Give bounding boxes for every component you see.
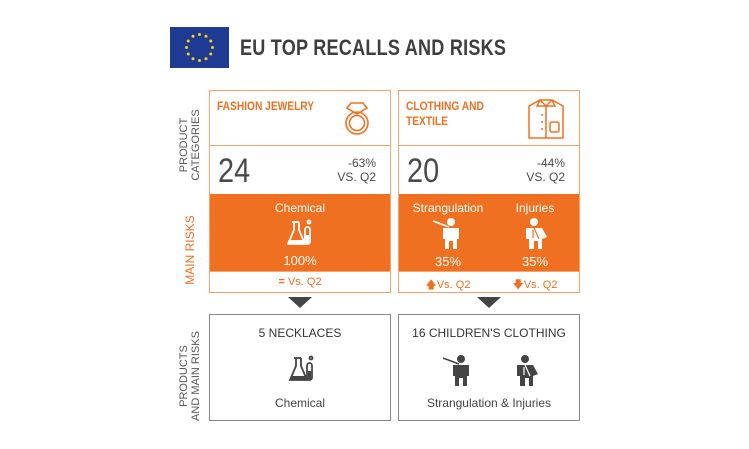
trend-label: Vs. Q2 bbox=[436, 279, 471, 291]
arrow-down-icon: 🡇 bbox=[512, 279, 524, 291]
down-triangle-icon bbox=[477, 297, 501, 308]
trend-item: 🡅Vs. Q2 bbox=[403, 276, 493, 295]
change-pct: -63% bbox=[347, 156, 376, 170]
category-clothing-textile: CLOTHING AND TEXTILE 20 -44% VS. Q2 Stran… bbox=[398, 90, 580, 293]
shirt-icon bbox=[528, 99, 564, 139]
trend-item: = Vs. Q2 bbox=[210, 276, 390, 288]
side-label-line: CATEGORIES bbox=[190, 109, 202, 181]
star-icon bbox=[198, 33, 201, 36]
side-label-products-risks: PRODUCTS AND MAIN RISKS bbox=[178, 326, 202, 426]
side-label-main-risks: MAIN RISKS bbox=[183, 215, 197, 285]
star-icon bbox=[209, 39, 213, 43]
risk-label: Chemical bbox=[274, 201, 325, 215]
star-icon bbox=[185, 46, 188, 49]
risk-item: Chemical 100% bbox=[210, 194, 390, 268]
injured-person-icon bbox=[517, 355, 538, 386]
risk-item: Strangulation 35% bbox=[403, 194, 493, 269]
page-title: EU TOP RECALLS AND RISKS bbox=[240, 35, 507, 60]
star-icon bbox=[186, 52, 190, 56]
risk-pct: 35% bbox=[521, 254, 549, 269]
star-icon bbox=[186, 39, 190, 43]
trend-item: 🡇Vs. Q2 bbox=[495, 276, 575, 295]
trend-label: Vs. Q2 bbox=[523, 279, 558, 291]
side-label-line: AND MAIN RISKS bbox=[190, 331, 202, 421]
down-triangle-icon bbox=[288, 297, 312, 308]
change-vs: VS. Q2 bbox=[337, 170, 376, 184]
side-label-line: PRODUCT bbox=[178, 117, 190, 173]
product-title: 16 CHILDREN'S CLOTHING bbox=[412, 326, 566, 340]
change-vs: VS. Q2 bbox=[526, 170, 565, 184]
injured-person-icon bbox=[526, 218, 547, 249]
product-title: 5 NECKLACES bbox=[258, 326, 342, 340]
risk-label: Strangulation bbox=[412, 201, 484, 215]
chemical-flask-icon bbox=[288, 355, 314, 381]
category-header: CLOTHING AND TEXTILE bbox=[399, 91, 579, 146]
strangulation-person-icon bbox=[432, 218, 459, 249]
products-box-necklaces: 5 NECKLACES Chemical bbox=[209, 314, 391, 421]
category-name: FASHION JEWELRY bbox=[217, 99, 315, 113]
trend-row: = Vs. Q2 bbox=[210, 271, 390, 292]
side-label-product-categories: PRODUCT CATEGORIES bbox=[178, 105, 202, 185]
category-fashion-jewelry: FASHION JEWELRY 24 -63% VS. Q2 Chemical 1… bbox=[209, 90, 391, 293]
risk-item: Injuries 35% bbox=[495, 194, 575, 269]
arrow-up-icon: 🡅 bbox=[425, 279, 437, 291]
recall-count-value: 20 bbox=[407, 152, 440, 190]
trend-row: 🡅Vs. Q2 🡇Vs. Q2 bbox=[399, 271, 579, 292]
product-risk: Strangulation & Injuries bbox=[426, 396, 552, 410]
recall-change: -44% VS. Q2 bbox=[526, 156, 565, 184]
risk-pct: 35% bbox=[434, 254, 462, 269]
star-icon bbox=[198, 59, 201, 62]
star-icon bbox=[204, 34, 208, 38]
risk-pct: 100% bbox=[283, 253, 317, 268]
main-risks: Chemical 100% bbox=[210, 194, 390, 271]
category-name: CLOTHING AND TEXTILE bbox=[406, 99, 484, 128]
equal-icon: = bbox=[278, 276, 285, 288]
products-box-childrens-clothing: 16 CHILDREN'S CLOTHING Strangulation & I… bbox=[398, 314, 580, 421]
star-icon bbox=[191, 34, 195, 38]
strangulation-person-icon bbox=[442, 355, 469, 386]
star-icon bbox=[204, 57, 208, 61]
change-pct: -44% bbox=[536, 156, 565, 170]
recall-count-value: 24 bbox=[218, 152, 251, 190]
recall-count: 20 -44% VS. Q2 bbox=[399, 146, 579, 194]
trend-label: Vs. Q2 bbox=[287, 276, 322, 288]
star-icon bbox=[211, 46, 214, 49]
ring-icon bbox=[345, 102, 369, 135]
category-header: FASHION JEWELRY bbox=[210, 91, 390, 146]
star-icon bbox=[191, 57, 195, 61]
side-label-line: PRODUCTS bbox=[178, 345, 190, 407]
product-risk: Chemical bbox=[274, 396, 325, 410]
star-icon bbox=[209, 52, 213, 56]
main-risks: Strangulation 35% Injuries 35% bbox=[399, 194, 579, 271]
recall-count: 24 -63% VS. Q2 bbox=[210, 146, 390, 194]
eu-flag-icon bbox=[170, 27, 229, 68]
recall-change: -63% VS. Q2 bbox=[337, 156, 376, 184]
chemical-flask-icon bbox=[286, 219, 312, 245]
risk-label: Injuries bbox=[515, 201, 555, 215]
